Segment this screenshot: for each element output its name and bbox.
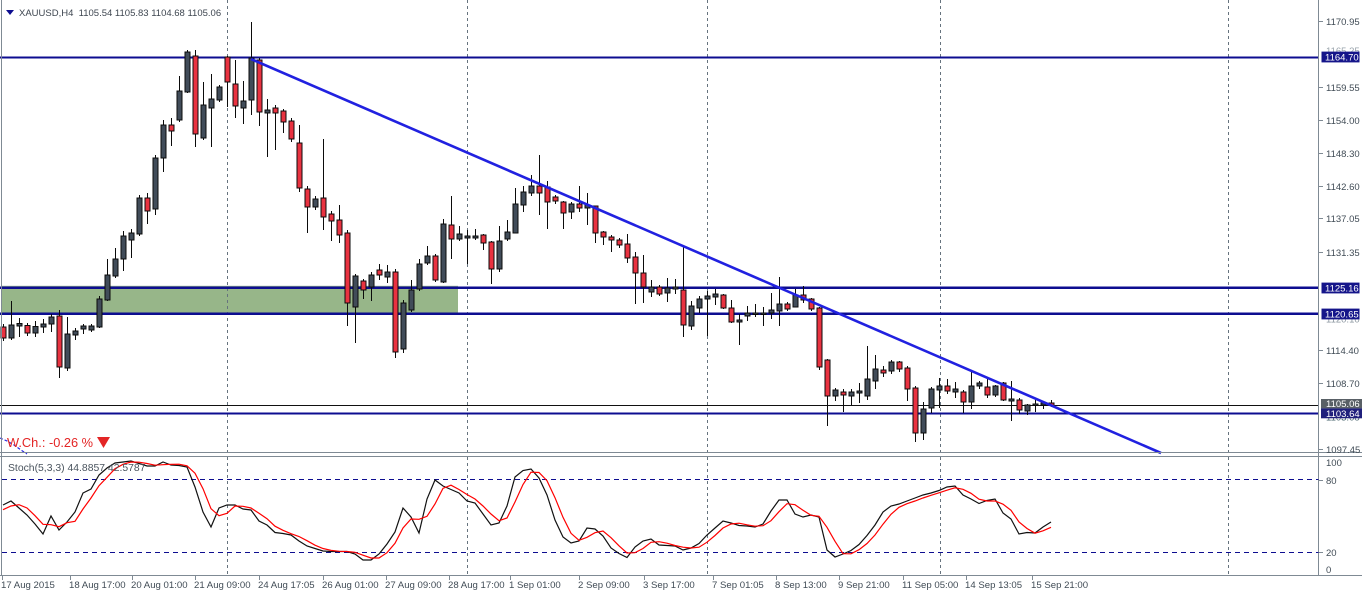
svg-text:1114.40: 1114.40 — [1326, 346, 1359, 357]
svg-text:1105.06: 1105.06 — [1326, 399, 1360, 410]
svg-text:1142.60: 1142.60 — [1326, 182, 1360, 193]
svg-text:8 Sep 13:00: 8 Sep 13:00 — [775, 580, 827, 591]
svg-text:1131.35: 1131.35 — [1326, 248, 1360, 259]
svg-text:1103.64: 1103.64 — [1326, 409, 1360, 420]
svg-text:24 Aug 17:05: 24 Aug 17:05 — [258, 580, 315, 591]
svg-text:11 Sep 05:00: 11 Sep 05:00 — [902, 580, 958, 591]
svg-text:1120.10: 1120.10 — [1326, 314, 1360, 325]
svg-text:21 Aug 09:00: 21 Aug 09:00 — [194, 580, 251, 591]
svg-text:1108.70: 1108.70 — [1326, 379, 1360, 390]
svg-text:80: 80 — [1326, 476, 1337, 487]
svg-text:15 Sep 21:00: 15 Sep 21:00 — [1031, 580, 1088, 591]
svg-text:1125.16: 1125.16 — [1325, 283, 1359, 294]
svg-text:1148.30: 1148.30 — [1326, 149, 1360, 160]
svg-text:26 Aug 01:00: 26 Aug 01:00 — [322, 580, 379, 591]
svg-text:XAUUSD,H4 1105.54 1105.83 110: XAUUSD,H4 1105.54 1105.83 1104.68 1105.0… — [19, 8, 221, 19]
svg-text:28 Aug 17:00: 28 Aug 17:00 — [448, 580, 505, 591]
svg-text:18 Aug 17:00: 18 Aug 17:00 — [69, 580, 126, 591]
svg-text:1165.25: 1165.25 — [1326, 46, 1360, 57]
svg-text:1154.00: 1154.00 — [1326, 116, 1360, 127]
svg-text:7 Sep 01:05: 7 Sep 01:05 — [712, 580, 764, 591]
svg-text:2 Sep 09:00: 2 Sep 09:00 — [578, 580, 630, 591]
svg-text:1164.70: 1164.70 — [1325, 52, 1359, 63]
svg-text:1170.95: 1170.95 — [1326, 17, 1360, 28]
svg-text:1137.05: 1137.05 — [1326, 214, 1360, 225]
svg-text:0: 0 — [1326, 565, 1331, 576]
svg-text:1 Sep 01:00: 1 Sep 01:00 — [509, 580, 561, 591]
svg-text:17 Aug 2015: 17 Aug 2015 — [1, 580, 55, 591]
svg-text:14 Sep 13:05: 14 Sep 13:05 — [965, 580, 1022, 591]
svg-text:20: 20 — [1326, 548, 1337, 559]
svg-text:27 Aug 09:00: 27 Aug 09:00 — [385, 580, 442, 591]
svg-text:20 Aug 01:00: 20 Aug 01:00 — [131, 580, 188, 591]
svg-text:W.Ch.: -0.26 %: W.Ch.: -0.26 % — [7, 435, 93, 450]
svg-text:Stoch(5,3,3) 44.8857 42.5787: Stoch(5,3,3) 44.8857 42.5787 — [8, 463, 146, 474]
svg-text:100: 100 — [1326, 458, 1342, 469]
svg-text:1097.45: 1097.45 — [1326, 445, 1360, 456]
svg-text:1120.65: 1120.65 — [1325, 309, 1359, 320]
svg-text:3 Sep 17:00: 3 Sep 17:00 — [643, 580, 695, 591]
svg-text:9 Sep 21:00: 9 Sep 21:00 — [838, 580, 890, 591]
svg-text:1159.55: 1159.55 — [1326, 83, 1360, 94]
